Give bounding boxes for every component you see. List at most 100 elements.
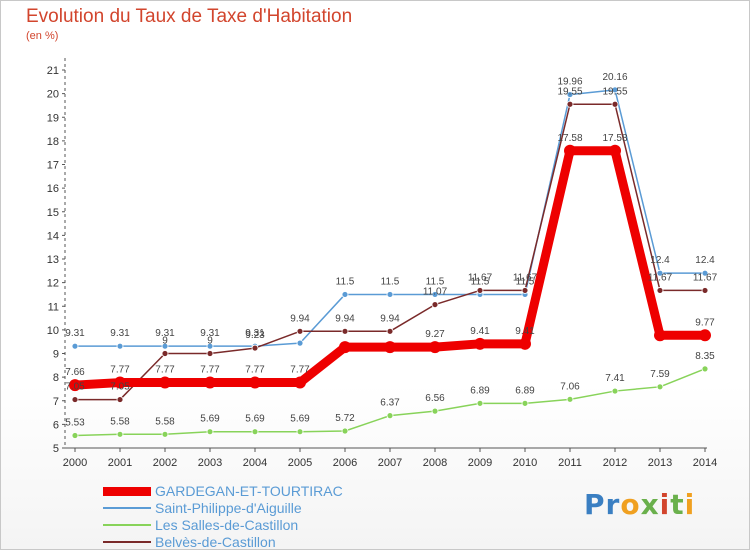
x-tick-label: 2011 xyxy=(558,457,582,469)
data-label: 9.94 xyxy=(290,313,310,324)
data-label: 20.16 xyxy=(602,72,627,83)
data-point xyxy=(69,379,81,392)
data-point xyxy=(71,342,79,350)
data-label: 9.31 xyxy=(245,328,265,339)
x-tick-label: 2014 xyxy=(693,457,717,469)
data-point xyxy=(566,91,574,98)
x-tick-label: 2012 xyxy=(603,457,627,469)
y-tick-label: 18 xyxy=(47,136,59,148)
data-point xyxy=(611,86,619,94)
data-label: 9.77 xyxy=(695,317,715,328)
data-label: 9.94 xyxy=(380,313,400,324)
data-label: 6.37 xyxy=(380,398,400,409)
data-label: 9 xyxy=(207,336,213,347)
logo-letter: i xyxy=(684,488,696,521)
data-point xyxy=(701,365,709,373)
legend-swatch xyxy=(103,487,151,496)
data-point xyxy=(431,301,439,308)
axes: 5 6 7 8 9 10 11 12 13 14 15 16 17 18 19 20 21 2000 2001 200… xyxy=(47,58,717,469)
x-tick-label: 2000 xyxy=(63,457,87,469)
y-tick-label: 7 xyxy=(53,396,59,408)
legend-label: Belvès-de-Castillon xyxy=(155,534,276,550)
proxiti-logo: Proxiti xyxy=(584,488,695,521)
logo-letter: o xyxy=(620,488,641,521)
data-label: 9.31 xyxy=(110,328,130,339)
data-point xyxy=(656,383,664,391)
data-label: 6.56 xyxy=(425,393,445,404)
x-tick-label: 2005 xyxy=(288,457,312,469)
data-label: 9 xyxy=(162,336,168,347)
data-label: 9.94 xyxy=(335,313,355,324)
data-point xyxy=(341,327,349,335)
data-label: 11.67 xyxy=(468,272,493,283)
data-point xyxy=(294,376,306,389)
data-point xyxy=(161,430,169,438)
data-point xyxy=(296,428,304,436)
y-tick-label: 17 xyxy=(47,160,59,172)
data-label: 17.58 xyxy=(557,133,582,144)
data-label: 7.66 xyxy=(65,367,85,378)
x-tick-label: 2013 xyxy=(648,457,672,469)
unit-label: (en %) xyxy=(26,30,59,42)
series-labels: 7.66 7.77 7.77 7.77 7.77 7.77 9.27 9.41 9.41 17.5… xyxy=(65,72,717,429)
data-label: 19.96 xyxy=(557,77,582,88)
x-tick-label: 2001 xyxy=(108,457,132,469)
data-point xyxy=(249,376,261,389)
data-point xyxy=(566,395,574,403)
data-point xyxy=(699,329,711,342)
x-tick-label: 2010 xyxy=(513,457,537,469)
data-label: 9.23 xyxy=(245,330,265,341)
data-point xyxy=(204,376,216,389)
data-label: 9.31 xyxy=(65,328,85,339)
data-label: 11.5 xyxy=(426,276,445,287)
y-tick-label: 10 xyxy=(47,325,59,337)
data-label: 7.05 xyxy=(110,382,130,393)
data-point xyxy=(116,430,124,438)
data-label: 5.69 xyxy=(200,414,220,425)
data-point xyxy=(341,427,349,435)
data-label: 5.69 xyxy=(290,414,310,425)
data-point xyxy=(206,350,214,357)
data-label: 7.77 xyxy=(200,365,220,376)
data-label: 5.58 xyxy=(155,416,175,427)
data-label: 9.41 xyxy=(515,326,535,337)
data-label: 19.55 xyxy=(557,86,582,97)
data-label: 6.89 xyxy=(470,385,490,396)
data-point xyxy=(609,144,621,157)
data-label: 12.4 xyxy=(650,255,670,266)
y-tick-label: 19 xyxy=(47,112,59,124)
data-point xyxy=(519,337,531,350)
data-label: 7.06 xyxy=(560,381,580,392)
y-tick-label: 15 xyxy=(47,207,59,219)
x-tick-label: 2006 xyxy=(333,457,357,469)
y-tick-label: 8 xyxy=(53,372,59,384)
y-tick-label: 16 xyxy=(47,183,59,195)
data-point xyxy=(521,399,529,407)
data-point xyxy=(384,341,396,354)
y-tick-label: 11 xyxy=(48,301,59,313)
data-point xyxy=(429,341,441,354)
y-tick-label: 5 xyxy=(53,443,59,455)
data-point xyxy=(701,287,709,294)
legend-swatch xyxy=(103,524,151,526)
data-point xyxy=(251,428,259,436)
data-point xyxy=(251,344,259,352)
x-tick-label: 2002 xyxy=(153,457,177,469)
data-label: 5.69 xyxy=(245,414,265,425)
data-point xyxy=(656,269,664,277)
data-point xyxy=(116,342,124,350)
data-point xyxy=(701,269,709,277)
data-label: 11.5 xyxy=(471,276,490,287)
legend-label: Les Salles-de-Castillon xyxy=(155,517,299,533)
data-point xyxy=(611,100,619,108)
legend-swatch xyxy=(103,541,151,543)
data-point xyxy=(341,291,349,298)
data-point xyxy=(386,412,394,420)
data-label: 7.77 xyxy=(110,365,130,376)
data-label: 9.27 xyxy=(425,329,445,340)
data-label: 5.58 xyxy=(110,416,130,427)
series-line xyxy=(75,89,705,347)
data-point xyxy=(476,399,484,407)
data-point xyxy=(386,327,394,335)
data-label: 5.53 xyxy=(65,417,85,428)
